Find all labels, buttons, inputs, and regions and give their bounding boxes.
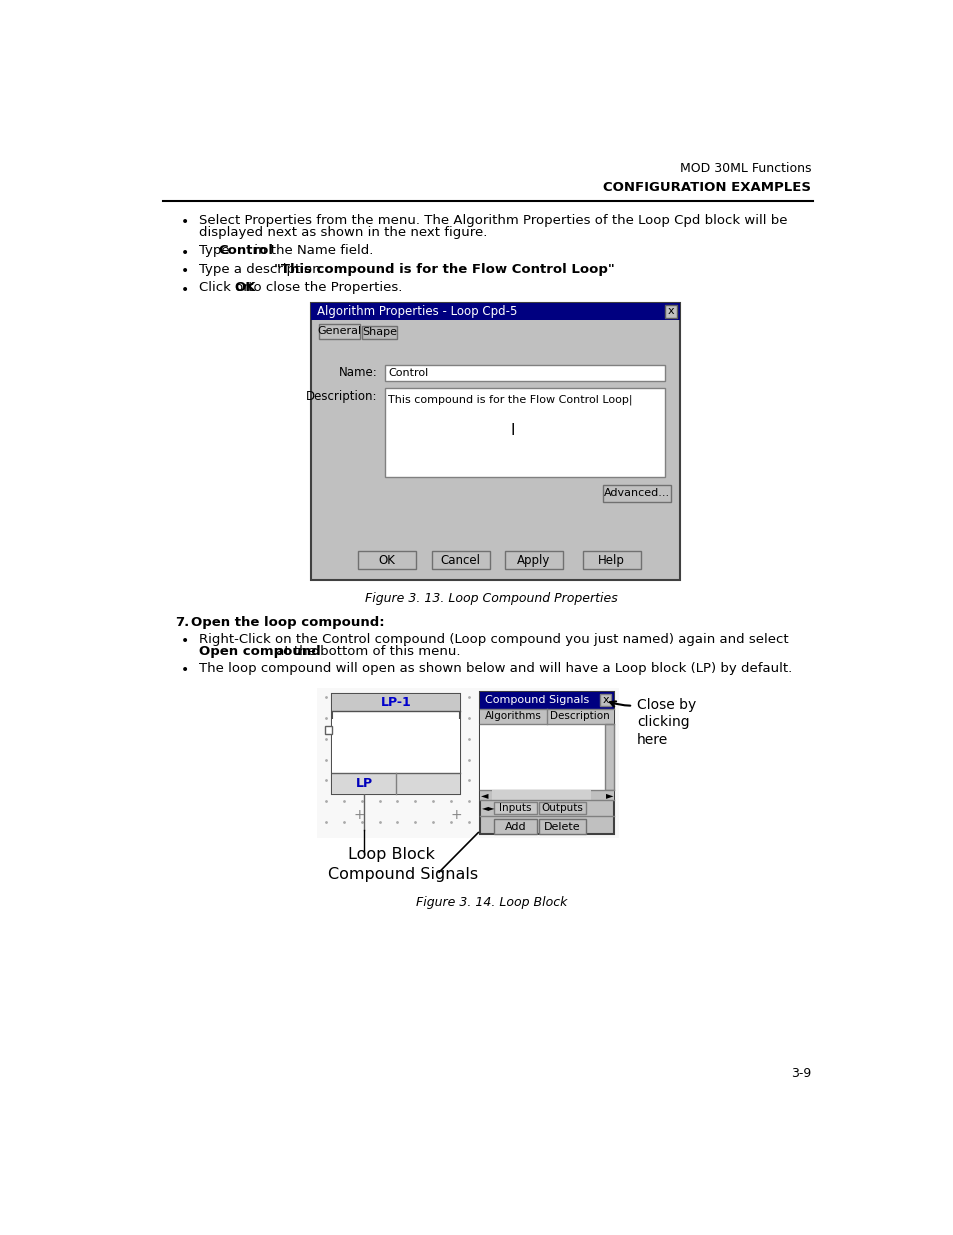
Text: This compound is for the Flow Control Loop|: This compound is for the Flow Control Lo…	[388, 395, 632, 405]
Text: Control: Control	[218, 245, 274, 257]
Text: Inputs: Inputs	[498, 803, 531, 813]
Bar	[480, 692, 614, 835]
Bar	[431, 551, 489, 569]
Text: •: •	[181, 663, 190, 677]
Text: Delete: Delete	[543, 821, 580, 831]
Text: Advanced...: Advanced...	[603, 488, 669, 498]
Text: Right-Click on the Control compound (Loop compound you just named) again and sel: Right-Click on the Control compound (Loo…	[199, 632, 788, 646]
Text: Type a description: Type a description	[199, 263, 325, 275]
Text: +: +	[354, 808, 365, 823]
Text: +: +	[450, 808, 461, 823]
Text: Shape: Shape	[362, 327, 396, 337]
Text: •: •	[181, 246, 190, 261]
Bar	[311, 303, 679, 580]
Text: Add: Add	[504, 821, 525, 831]
Text: Description: Description	[550, 711, 610, 721]
Text: 7.: 7.	[174, 615, 189, 629]
Text: Type: Type	[199, 245, 233, 257]
Text: LP: LP	[355, 777, 373, 790]
Bar	[664, 305, 677, 317]
Bar	[604, 724, 614, 789]
Text: Control: Control	[388, 368, 428, 378]
Bar	[582, 551, 640, 569]
Bar	[324, 726, 332, 734]
Bar	[538, 819, 585, 835]
Text: ►: ►	[488, 803, 494, 811]
Text: Select Properties from the menu. The Algorithm Properties of the Loop Cpd block : Select Properties from the menu. The Alg…	[199, 214, 787, 227]
Bar	[332, 773, 459, 794]
Bar	[599, 694, 611, 706]
Bar	[357, 551, 416, 569]
Text: Description:: Description:	[306, 389, 377, 403]
Text: 3-9: 3-9	[790, 1067, 810, 1079]
Text: Figure 3. 14. Loop Block: Figure 3. 14. Loop Block	[416, 895, 566, 909]
Bar	[332, 694, 459, 711]
Text: Close by
clicking
here: Close by clicking here	[637, 698, 696, 747]
Bar	[602, 484, 670, 501]
Text: to close the Properties.: to close the Properties.	[243, 282, 401, 294]
Text: ►: ►	[605, 790, 613, 800]
Text: •: •	[181, 283, 190, 296]
Text: Figure 3. 13. Loop Compound Properties: Figure 3. 13. Loop Compound Properties	[364, 593, 617, 605]
Text: LP-1: LP-1	[380, 697, 411, 709]
Text: Help: Help	[598, 553, 624, 567]
Text: Apply: Apply	[517, 553, 550, 567]
Text: OK: OK	[234, 282, 255, 294]
Text: displayed next as shown in the next figure.: displayed next as shown in the next figu…	[199, 226, 487, 238]
Bar	[494, 819, 537, 835]
Bar	[494, 802, 537, 814]
Text: I: I	[510, 424, 515, 438]
Bar	[317, 341, 674, 574]
Bar	[538, 802, 585, 814]
Text: Open the loop compound:: Open the loop compound:	[191, 615, 384, 629]
Text: in the Name field.: in the Name field.	[250, 245, 374, 257]
Text: General: General	[317, 326, 361, 336]
Text: The loop compound will open as shown below and will have a Loop block (LP) by de: The loop compound will open as shown bel…	[199, 662, 792, 674]
Text: Algorithm Properties - Loop Cpd-5: Algorithm Properties - Loop Cpd-5	[316, 305, 517, 317]
Text: Cancel: Cancel	[439, 553, 479, 567]
Text: •: •	[181, 634, 190, 648]
Bar	[492, 790, 591, 799]
Bar	[332, 694, 459, 794]
Bar	[505, 551, 562, 569]
Text: Click on: Click on	[199, 282, 255, 294]
Text: •: •	[181, 215, 190, 230]
Text: at the bottom of this menu.: at the bottom of this menu.	[272, 645, 460, 658]
Bar	[480, 709, 614, 724]
Text: •: •	[181, 264, 190, 278]
Bar	[480, 692, 614, 709]
Text: Algorithms: Algorithms	[485, 711, 541, 721]
Text: x: x	[602, 695, 609, 705]
Text: Outputs: Outputs	[541, 803, 583, 813]
Text: ◄: ◄	[481, 803, 488, 811]
Text: Name:: Name:	[338, 366, 377, 379]
Bar	[361, 326, 397, 340]
Bar	[480, 724, 604, 789]
Text: MOD 30ML Functions: MOD 30ML Functions	[679, 162, 810, 175]
Text: Compound Signals: Compound Signals	[484, 695, 589, 705]
Text: x: x	[667, 306, 674, 316]
Text: CONFIGURATION EXAMPLES: CONFIGURATION EXAMPLES	[602, 180, 810, 194]
Bar	[319, 324, 359, 340]
Text: Loop Block: Loop Block	[348, 847, 435, 862]
Text: OK: OK	[377, 553, 395, 567]
Text: "This compound is for the Flow Control Loop": "This compound is for the Flow Control L…	[274, 263, 615, 275]
Bar	[316, 688, 618, 839]
Bar	[332, 719, 459, 794]
Text: Open compound: Open compound	[199, 645, 320, 658]
Text: Compound Signals: Compound Signals	[328, 867, 478, 882]
Bar	[385, 389, 664, 477]
Bar	[311, 303, 679, 320]
Text: ◄: ◄	[481, 790, 488, 800]
Bar	[480, 789, 614, 800]
Bar	[385, 366, 664, 380]
